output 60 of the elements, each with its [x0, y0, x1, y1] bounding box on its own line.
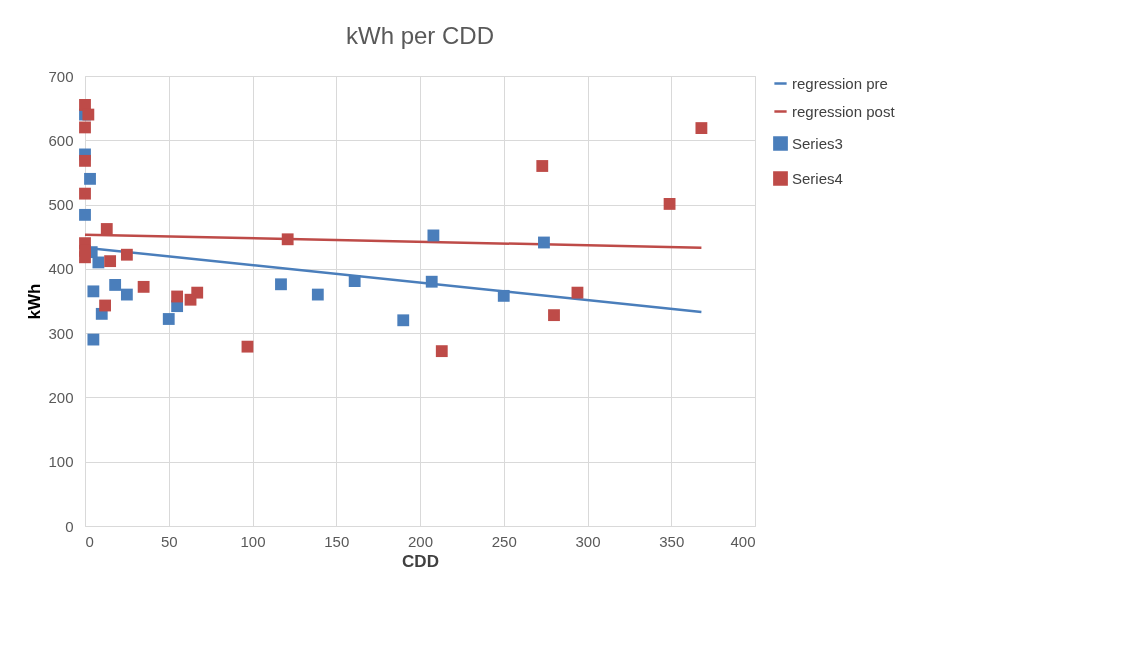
y-tick-label: 100	[48, 453, 74, 471]
point	[497, 289, 510, 302]
point	[311, 288, 324, 301]
point	[79, 154, 91, 167]
point	[100, 223, 113, 235]
point	[109, 279, 122, 291]
point	[137, 280, 150, 293]
x-axis-title: CDD	[402, 551, 439, 571]
point	[241, 340, 254, 353]
y-tick-label: 700	[48, 67, 74, 85]
point	[397, 314, 410, 327]
point	[548, 309, 560, 322]
point	[435, 345, 448, 358]
point	[695, 122, 708, 134]
chart-title: kWh per CDD	[345, 22, 495, 49]
y-tick-label: 600	[48, 131, 74, 149]
y-axis-title: kWh	[25, 283, 45, 320]
point	[191, 286, 204, 299]
y-tick-label: 300	[48, 324, 74, 342]
point	[536, 160, 549, 172]
y-tick-label: 0	[65, 517, 74, 535]
y-tick-label: 500	[48, 196, 74, 214]
point	[87, 333, 100, 346]
point	[171, 290, 184, 303]
point	[538, 236, 550, 249]
x-tick-label: 250	[491, 532, 517, 550]
point	[348, 275, 361, 287]
x-tick-label: 0	[85, 532, 94, 550]
point	[79, 251, 91, 264]
point	[99, 299, 112, 312]
point	[275, 278, 287, 291]
legend-label: regression post	[792, 102, 896, 120]
point	[427, 229, 440, 242]
point	[120, 248, 133, 261]
point	[281, 233, 294, 246]
x-tick-label: 400	[730, 532, 756, 550]
y-tick-label: 400	[48, 260, 74, 278]
point	[84, 172, 96, 185]
x-tick-label: 100	[240, 532, 266, 550]
point	[104, 255, 117, 268]
point	[571, 286, 584, 299]
legend-label: Series3	[792, 134, 843, 152]
point	[663, 198, 676, 210]
point	[79, 208, 91, 221]
point	[82, 108, 95, 121]
x-tick-label: 300	[575, 532, 601, 550]
point	[79, 121, 91, 134]
point	[92, 256, 105, 269]
point	[162, 313, 175, 325]
point	[79, 187, 91, 200]
point	[87, 285, 100, 298]
legend-label: Series4	[792, 169, 843, 187]
point	[120, 288, 133, 301]
x-tick-label: 150	[324, 532, 350, 550]
x-tick-label: 350	[659, 532, 685, 550]
legend-label: regression pre	[792, 74, 888, 92]
x-tick-label: 200	[407, 532, 434, 550]
y-tick-label: 200	[48, 388, 74, 406]
x-tick-label: 50	[160, 532, 178, 550]
point	[425, 275, 438, 288]
